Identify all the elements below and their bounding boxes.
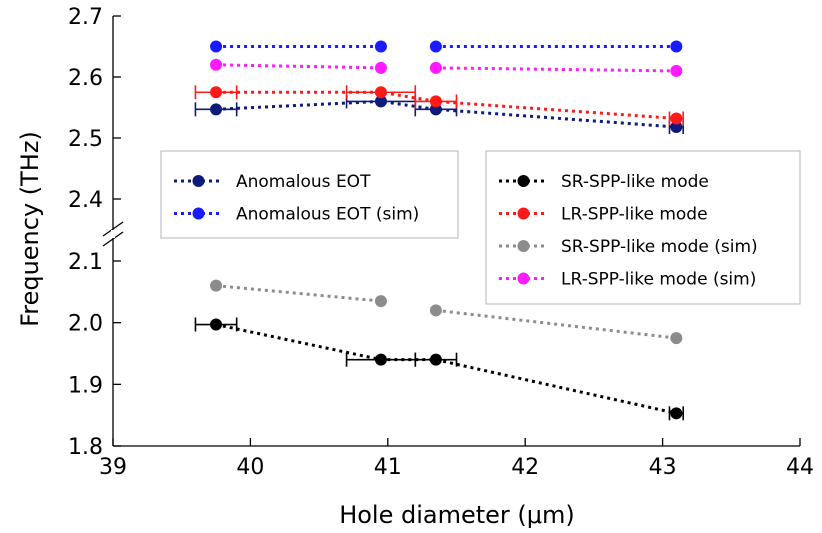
legend-entry: SR-SPP-like mode (sim) <box>499 237 758 257</box>
legend-entry: LR-SPP-like mode (sim) <box>499 270 756 290</box>
x-tick-label: 39 <box>99 455 127 480</box>
legend-swatch-marker <box>192 175 205 187</box>
y-axis-title: Frequency (THz) <box>16 131 44 327</box>
data-point <box>670 407 683 420</box>
data-point <box>429 353 442 366</box>
legend-swatch-marker <box>517 240 530 252</box>
legend-middle-left: Anomalous EOT Anomalous EOT (sim) <box>160 150 459 239</box>
x-tick-label: 43 <box>649 455 677 480</box>
axes: 39 40 41 42 43 44 1.8 1.9 2.0 2.1 2.4 2.5 2.6 2.7 <box>68 5 814 480</box>
series-2 <box>194 317 685 421</box>
series-3 <box>194 85 685 126</box>
y-tick-label: 2.6 <box>68 66 103 91</box>
legend-label: LR-SPP-like mode <box>561 205 708 225</box>
legend-label: Anomalous EOT (sim) <box>236 205 419 225</box>
data-point <box>210 58 223 71</box>
legend-swatch-marker <box>192 207 205 220</box>
data-point <box>670 121 683 134</box>
legend-label: LR-SPP-like mode (sim) <box>561 270 756 290</box>
axis-break-mark <box>102 221 124 237</box>
legend-box <box>485 150 801 305</box>
series-layer <box>194 40 685 421</box>
axis-break-gap <box>111 230 115 238</box>
axis-break-mark <box>102 231 124 247</box>
legend-box <box>160 150 459 239</box>
data-point <box>429 40 442 53</box>
data-point <box>210 103 223 116</box>
data-point <box>374 353 387 366</box>
series-line <box>435 308 677 340</box>
legend-entry: Anomalous EOT <box>174 172 371 192</box>
data-point <box>210 86 223 99</box>
y-tick-label: 2.1 <box>68 250 103 275</box>
legend-label: Anomalous EOT <box>236 172 371 192</box>
legend-entry: Anomalous EOT (sim) <box>174 205 419 225</box>
data-point <box>210 279 223 292</box>
data-point <box>670 64 683 77</box>
y-tick-label: 1.8 <box>68 435 103 460</box>
data-point <box>670 112 683 125</box>
series-5 <box>210 58 683 77</box>
legend-swatch-marker <box>517 207 530 220</box>
data-point <box>429 304 442 317</box>
legend-layer: Anomalous EOT Anomalous EOT (sim) SR-SPP-l… <box>160 150 801 305</box>
series-4 <box>210 279 683 345</box>
legend-label: SR-SPP-like mode (sim) <box>561 237 758 257</box>
data-point <box>374 95 387 108</box>
series-line <box>435 66 677 73</box>
y-tick-label: 2.0 <box>68 312 103 337</box>
data-point <box>374 40 387 53</box>
data-point <box>374 295 387 308</box>
legend-label: SR-SPP-like mode <box>561 172 709 192</box>
legend-middle-right: SR-SPP-like mode LR-SPP-like mode SR-SPP-l… <box>485 150 801 305</box>
series-line <box>216 90 677 120</box>
y-tick-label: 2.4 <box>68 188 103 213</box>
data-point <box>429 95 442 108</box>
data-point <box>374 86 387 99</box>
legend-swatch-marker <box>517 175 530 187</box>
y-tick-label: 2.5 <box>68 127 103 152</box>
series-1 <box>210 40 683 53</box>
x-tick-label: 44 <box>786 455 814 480</box>
series-line <box>215 284 382 303</box>
x-tick-label: 40 <box>236 455 264 480</box>
x-tick-label: 41 <box>374 455 402 480</box>
data-point <box>670 40 683 53</box>
x-tick-label: 42 <box>511 455 539 480</box>
x-axis-title: Hole diameter (μm) <box>339 501 575 529</box>
legend-swatch-marker <box>517 272 530 285</box>
data-point <box>429 61 442 74</box>
legend-entry: LR-SPP-like mode <box>499 205 708 225</box>
data-point <box>210 40 223 53</box>
data-point <box>210 318 223 331</box>
series-line <box>215 323 677 415</box>
data-point <box>670 332 683 345</box>
series-line <box>216 63 381 70</box>
data-point <box>374 61 387 74</box>
legend-entry: SR-SPP-like mode <box>499 172 709 192</box>
y-tick-label: 2.7 <box>68 5 103 30</box>
y-tick-label: 1.9 <box>68 373 103 398</box>
